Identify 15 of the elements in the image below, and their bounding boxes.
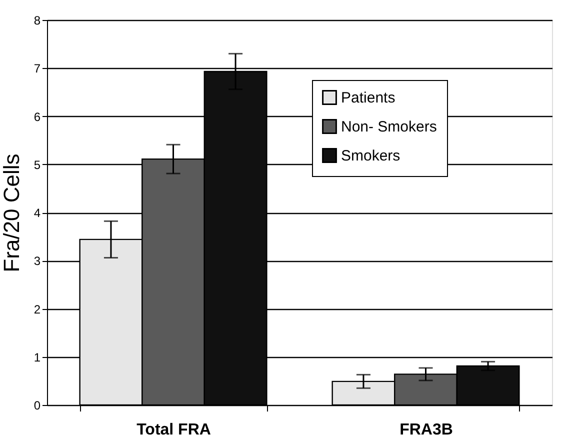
legend-label: Non- Smokers xyxy=(341,118,437,136)
y-tick-label: 0 xyxy=(34,398,41,412)
y-tick-label: 1 xyxy=(34,350,41,364)
y-tick-label: 7 xyxy=(34,62,41,76)
y-tick-label: 2 xyxy=(34,302,41,316)
y-tick-label: 3 xyxy=(34,254,41,268)
x-tick-label: Total FRA xyxy=(136,422,212,438)
y-axis-title: Fra/20 Cells xyxy=(0,154,24,272)
legend-label: Patients xyxy=(341,90,396,106)
x-tick-label: FRA3B xyxy=(400,422,453,438)
legend-label: Smokers xyxy=(341,148,400,164)
y-tick-label: 8 xyxy=(34,14,41,28)
y-tick-label: 4 xyxy=(34,206,41,220)
y-tick-label: 5 xyxy=(34,158,41,172)
y-tick-label: 6 xyxy=(34,110,41,124)
